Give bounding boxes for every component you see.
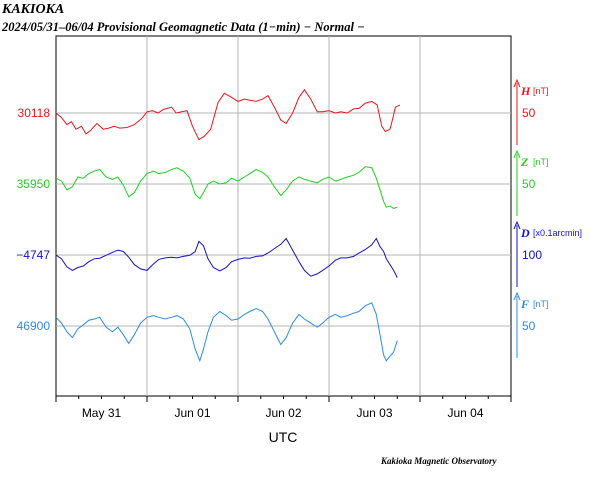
series-unit-f: [nT] bbox=[533, 299, 549, 309]
chart-subtitle: 2024/05/31–06/04 Provisional Geomagnetic… bbox=[2, 20, 365, 34]
series-line-f bbox=[55, 302, 398, 363]
x-tick-label: May 31 bbox=[82, 406, 122, 420]
baseline-label-f: 46900 bbox=[17, 319, 51, 333]
series-name-z: Z bbox=[520, 155, 529, 169]
plot-frame bbox=[55, 35, 512, 397]
scale-arrow-f bbox=[513, 291, 521, 301]
series-unit-h: [nT] bbox=[533, 86, 549, 96]
series-unit-z: [nT] bbox=[533, 157, 549, 167]
x-tick-label: Jun 04 bbox=[447, 406, 483, 420]
series-line-z bbox=[55, 166, 398, 209]
scale-arrow-z bbox=[513, 149, 521, 159]
scale-arrow-h bbox=[513, 78, 521, 88]
x-tick-label: Jun 01 bbox=[174, 406, 210, 420]
x-tick-label: Jun 03 bbox=[356, 406, 392, 420]
scale-value-d: 100 bbox=[522, 248, 542, 262]
scale-value-z: 50 bbox=[522, 177, 536, 191]
x-tick-label: Jun 02 bbox=[265, 406, 301, 420]
series-name-h: H bbox=[520, 84, 531, 98]
series-line-d bbox=[55, 237, 398, 278]
series-line-h bbox=[55, 88, 401, 141]
baseline-label-d: −4747 bbox=[16, 248, 50, 262]
series-unit-d: [x0.1arcmin] bbox=[533, 228, 582, 238]
x-axis: May 31 Jun 01 Jun 02 Jun 03 Jun 04 bbox=[55, 396, 512, 420]
scale-value-h: 50 bbox=[522, 106, 536, 120]
series-name-f: F bbox=[520, 297, 529, 311]
station-name: KAKIOKA bbox=[2, 2, 65, 17]
scale-value-f: 50 bbox=[522, 319, 536, 333]
x-axis-label: UTC bbox=[269, 429, 298, 445]
scale-arrow-d bbox=[513, 220, 521, 230]
series-name-d: D bbox=[520, 226, 530, 240]
baseline-label-h: 30118 bbox=[18, 106, 51, 120]
baseline-label-z: 35950 bbox=[17, 177, 51, 191]
observatory-credit: Kakioka Magnetic Observatory bbox=[381, 456, 497, 466]
series-lines bbox=[55, 88, 401, 363]
left-baseline-labels: 30118 35950 −4747 46900 bbox=[16, 106, 50, 333]
grid-lines bbox=[56, 36, 511, 396]
